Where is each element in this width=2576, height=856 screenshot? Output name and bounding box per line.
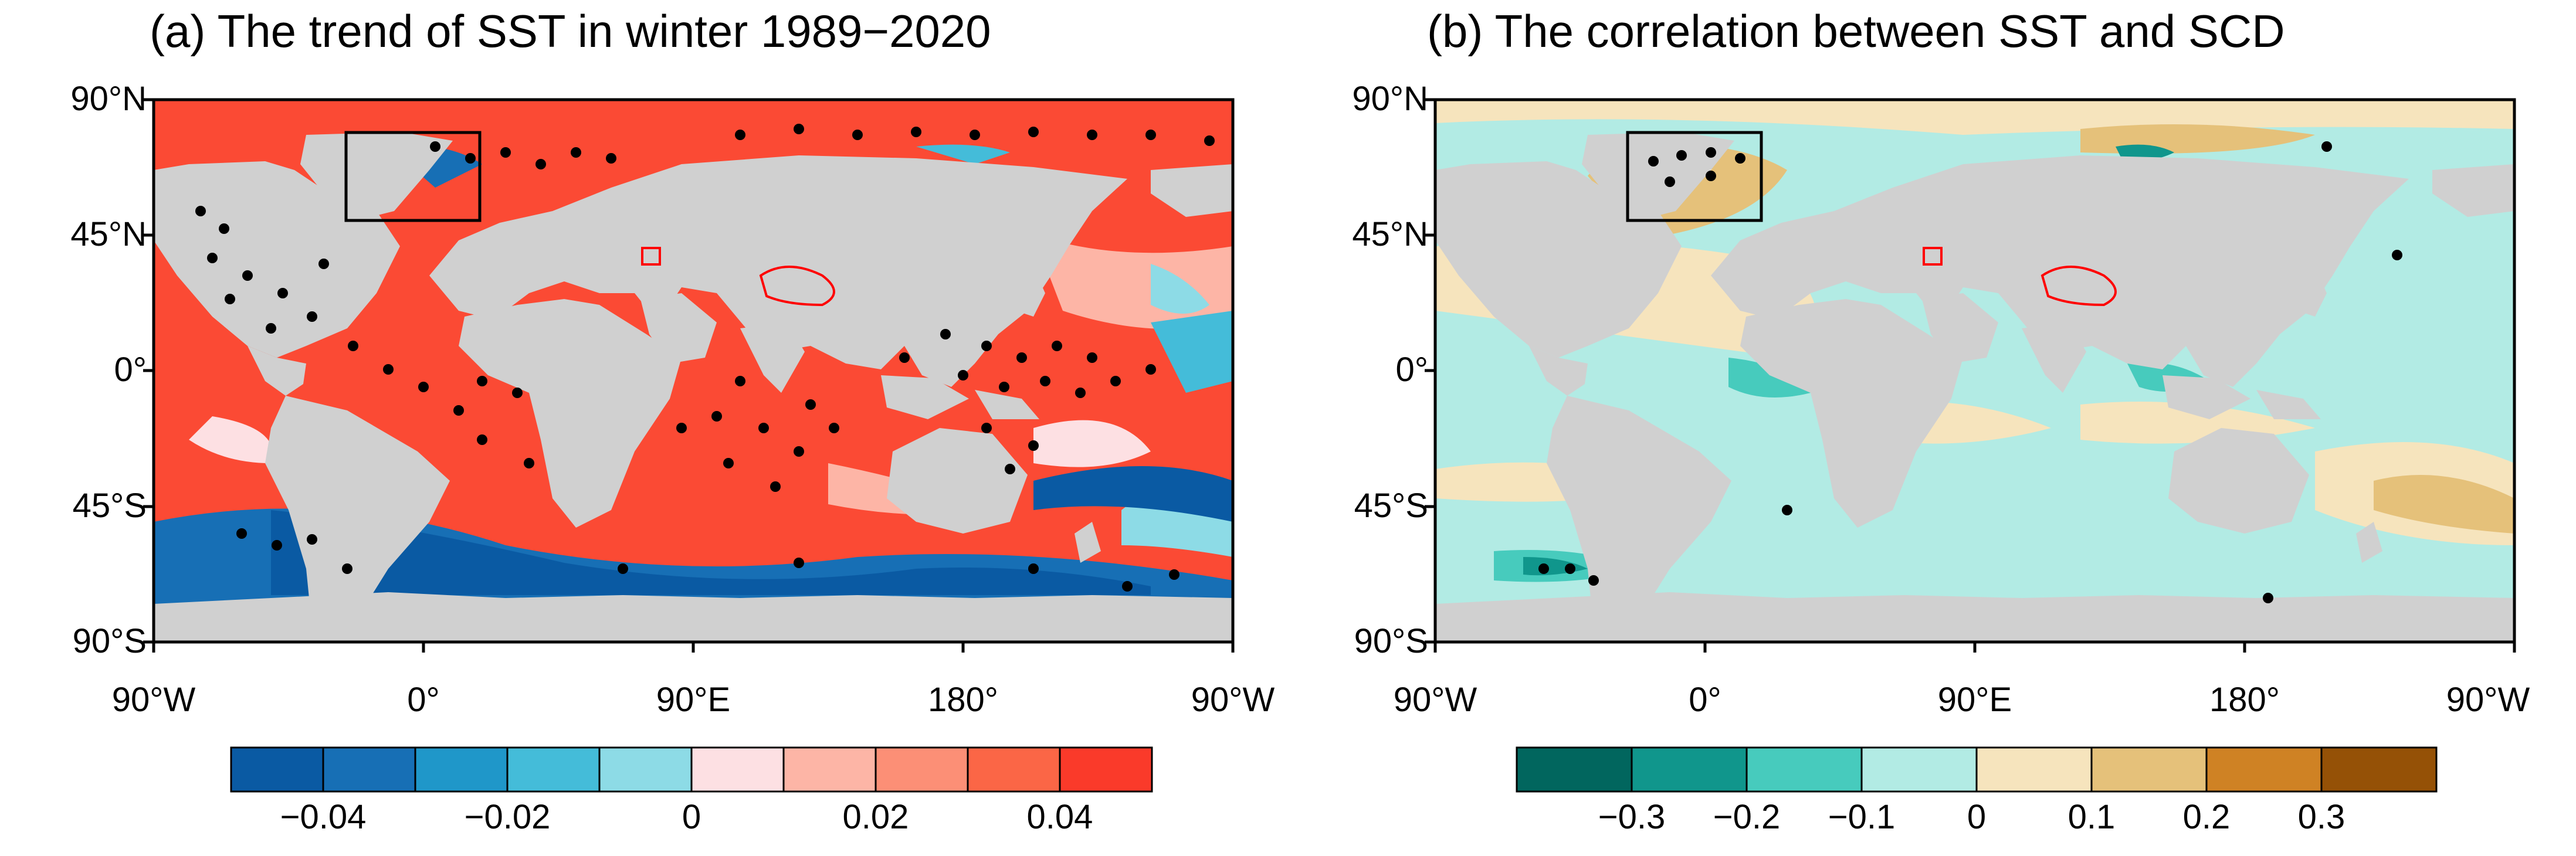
study-region-box xyxy=(344,131,482,222)
cbar-b-tick: 0.3 xyxy=(2297,798,2345,836)
panel-b-map xyxy=(1425,98,2516,653)
panel-b-lon-90e: 90°E xyxy=(1937,681,2012,719)
colorbar-a-segment xyxy=(690,746,785,793)
cbar-b-tick: −0.1 xyxy=(1828,798,1896,836)
colorbar-b-segment xyxy=(2320,746,2438,793)
cbar-a-tick: 0.04 xyxy=(1026,798,1093,836)
plateau-box xyxy=(1923,247,1943,266)
study-region-box xyxy=(1626,131,1763,222)
significance-stipple xyxy=(1538,141,2402,603)
cbar-b-tick: 0.1 xyxy=(2067,798,2116,836)
colorbar-a xyxy=(230,746,1153,793)
colorbar-b xyxy=(1516,746,2438,793)
panel-b-lon-90w-east: 90°W xyxy=(2446,681,2530,719)
colorbar-a-segment xyxy=(1059,746,1153,793)
panel-a-lon-90w-east: 90°W xyxy=(1191,681,1275,719)
colorbar-a-segment xyxy=(414,746,509,793)
colorbar-b-segment xyxy=(2205,746,2323,793)
cbar-a-tick: −0.02 xyxy=(464,798,551,836)
panel-a-map xyxy=(143,98,1235,653)
cbar-a-tick: 0 xyxy=(682,798,701,836)
colorbar-a-segment xyxy=(506,746,601,793)
panel-b-title: (b) The correlation between SST and SCD xyxy=(1427,5,2285,57)
colorbar-a-segment xyxy=(875,746,969,793)
colorbar-a-segment xyxy=(967,746,1061,793)
panel-a-lon-0: 0° xyxy=(407,681,440,719)
plateau-box xyxy=(641,247,661,266)
panel-b-lat-0: 0° xyxy=(1395,351,1428,389)
colorbar-b-segment xyxy=(1631,746,1748,793)
panel-b-lat-90s: 90°S xyxy=(1354,622,1428,660)
colorbar-b-segment xyxy=(1745,746,1863,793)
colorbar-a-segment xyxy=(230,746,324,793)
panel-a-lat-0: 0° xyxy=(114,351,147,389)
colorbar-b-segment xyxy=(1975,746,2093,793)
panel-a-lon-180: 180° xyxy=(928,681,998,719)
panel-a-lat-45n: 45°N xyxy=(70,215,147,253)
cbar-b-tick: −0.2 xyxy=(1713,798,1781,836)
colorbar-a-segment xyxy=(782,746,877,793)
panel-b-lon-0: 0° xyxy=(1689,681,1721,719)
cbar-a-tick: 0.02 xyxy=(842,798,909,836)
colorbar-b-segment xyxy=(1516,746,1633,793)
panel-a-lat-90s: 90°S xyxy=(72,622,147,660)
panel-b-lat-45s: 45°S xyxy=(1354,487,1428,525)
panel-b-lon-90w: 90°W xyxy=(1393,681,1477,719)
panel-a-lat-45s: 45°S xyxy=(72,487,147,525)
colorbar-b-segment xyxy=(1860,746,1978,793)
colorbar-a-segment xyxy=(598,746,693,793)
panel-b-lon-180: 180° xyxy=(2209,681,2280,719)
colorbar-a-segment xyxy=(322,746,416,793)
plateau-outline xyxy=(2041,266,2117,307)
panel-a-title: (a) The trend of SST in winter 1989−2020 xyxy=(150,5,991,57)
panel-b-lat-90n: 90°N xyxy=(1352,80,1428,118)
panel-a-lon-90w: 90°W xyxy=(111,681,196,719)
plateau-outline xyxy=(759,266,835,307)
panel-a-lon-90e: 90°E xyxy=(656,681,731,719)
colorbar-b-segment xyxy=(2090,746,2208,793)
cbar-a-tick: −0.04 xyxy=(280,798,367,836)
panel-b-lat-45n: 45°N xyxy=(1352,215,1428,253)
panel-a-lat-90n: 90°N xyxy=(70,80,147,118)
cbar-b-tick: −0.3 xyxy=(1598,798,1666,836)
cbar-b-tick: 0 xyxy=(1967,798,1987,836)
significance-stipple xyxy=(195,124,1215,592)
cbar-b-tick: 0.2 xyxy=(2182,798,2231,836)
